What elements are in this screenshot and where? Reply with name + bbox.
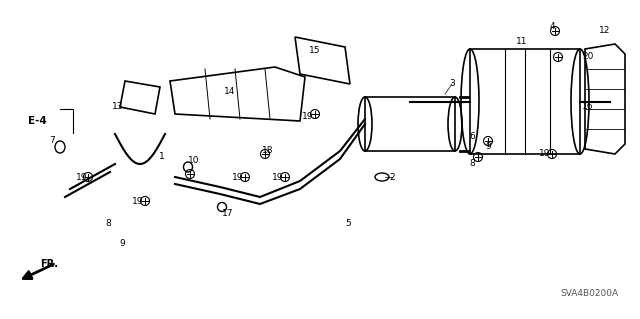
Text: 19: 19: [76, 173, 88, 182]
Text: 12: 12: [599, 26, 611, 35]
Text: 20: 20: [582, 53, 594, 62]
Text: 4: 4: [549, 23, 555, 32]
Text: 10: 10: [188, 157, 200, 166]
Text: 3: 3: [449, 79, 455, 88]
Text: 19: 19: [272, 173, 284, 182]
Text: 9: 9: [485, 143, 491, 152]
Text: 19: 19: [132, 197, 144, 205]
Text: 7: 7: [49, 137, 55, 145]
Text: 8: 8: [105, 219, 111, 228]
Text: 19: 19: [232, 173, 244, 182]
Text: 14: 14: [224, 86, 236, 95]
Text: 16: 16: [582, 102, 594, 112]
Text: FR.: FR.: [40, 259, 58, 269]
Text: 17: 17: [222, 210, 234, 219]
Text: 15: 15: [309, 47, 321, 56]
Text: 2: 2: [389, 173, 395, 182]
Text: 19: 19: [540, 150, 551, 159]
Text: 5: 5: [345, 219, 351, 228]
Text: 11: 11: [516, 36, 528, 46]
Text: 13: 13: [112, 102, 124, 112]
Text: 8: 8: [469, 160, 475, 168]
Text: E-4: E-4: [28, 116, 47, 126]
Text: 9: 9: [119, 240, 125, 249]
Text: 19: 19: [302, 113, 314, 122]
Text: 18: 18: [262, 146, 274, 155]
Text: 6: 6: [469, 132, 475, 142]
Text: SVA4B0200A: SVA4B0200A: [560, 290, 618, 299]
Text: 1: 1: [159, 152, 165, 161]
